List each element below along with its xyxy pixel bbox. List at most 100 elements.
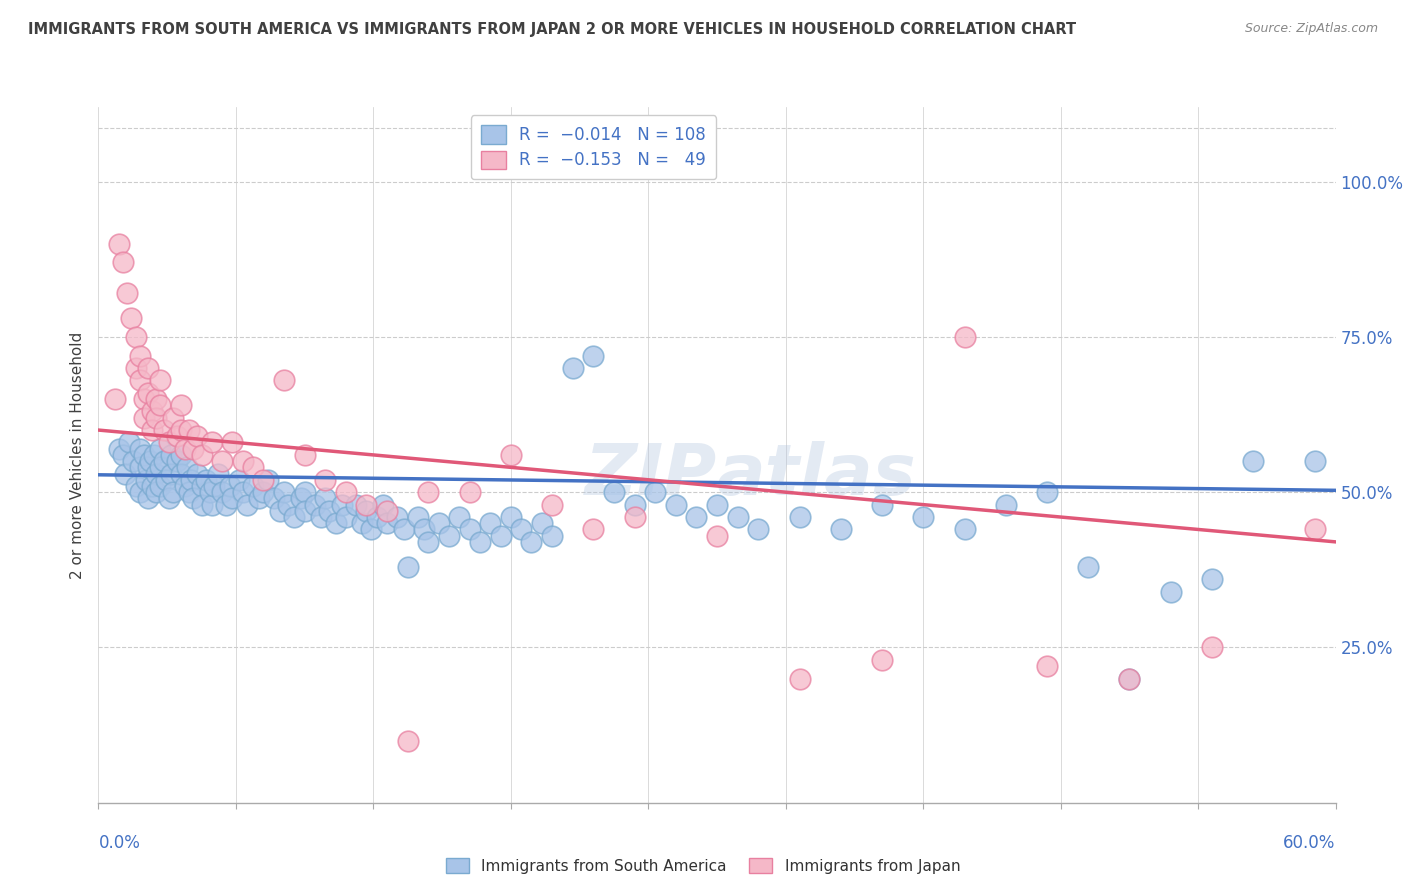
Point [124, 479, 146, 493]
Point [136, 385, 159, 400]
Point [145, 485, 167, 500]
Point [344, 498, 367, 512]
Point [360, 523, 382, 537]
Point [219, 479, 242, 493]
Point [242, 460, 264, 475]
Point [314, 491, 336, 506]
Point [145, 392, 167, 406]
Point [263, 491, 285, 506]
Point [437, 529, 460, 543]
Point [118, 435, 141, 450]
Point [179, 423, 201, 437]
Point [252, 473, 274, 487]
Text: atlas: atlas [717, 442, 917, 510]
Point [136, 361, 159, 376]
Point [186, 467, 208, 481]
Point [135, 473, 157, 487]
Point [1303, 454, 1326, 468]
Point [277, 498, 299, 512]
Point [128, 460, 150, 475]
Point [170, 423, 193, 437]
Point [181, 442, 204, 456]
Point [149, 398, 172, 412]
Point [136, 460, 159, 475]
Point [190, 479, 212, 493]
Point [159, 467, 181, 481]
Point [870, 653, 893, 667]
Point [1118, 672, 1140, 686]
Point [162, 410, 184, 425]
Point [318, 504, 340, 518]
Point [149, 373, 172, 387]
Point [396, 559, 419, 574]
Point [458, 485, 481, 500]
Point [247, 491, 270, 506]
Point [449, 510, 471, 524]
Point [273, 373, 295, 387]
Point [186, 429, 208, 443]
Point [176, 460, 198, 475]
Point [330, 498, 353, 512]
Point [159, 448, 181, 462]
Text: 60.0%: 60.0% [1284, 834, 1336, 852]
Point [953, 330, 976, 344]
Point [112, 255, 135, 269]
Point [215, 498, 238, 512]
Point [108, 442, 131, 456]
Point [304, 498, 326, 512]
Point [128, 442, 150, 456]
Point [114, 467, 136, 481]
Point [228, 473, 250, 487]
Point [132, 392, 155, 406]
Point [232, 454, 254, 468]
Point [201, 435, 224, 450]
Point [236, 498, 259, 512]
Point [120, 311, 142, 326]
Point [387, 510, 409, 524]
Point [141, 404, 163, 418]
Point [665, 498, 688, 512]
Point [128, 485, 150, 500]
Point [747, 523, 769, 537]
Point [145, 410, 167, 425]
Point [139, 454, 162, 468]
Point [356, 504, 378, 518]
Point [104, 392, 127, 406]
Point [294, 504, 316, 518]
Point [406, 510, 429, 524]
Point [352, 516, 374, 531]
Point [1036, 659, 1059, 673]
Point [1160, 584, 1182, 599]
Point [294, 485, 316, 500]
Point [1118, 672, 1140, 686]
Point [155, 473, 177, 487]
Point [170, 467, 193, 481]
Point [396, 733, 419, 747]
Point [273, 485, 295, 500]
Point [143, 448, 166, 462]
Point [356, 498, 378, 512]
Legend: Immigrants from South America, Immigrants from Japan: Immigrants from South America, Immigrant… [440, 852, 966, 880]
Point [153, 454, 176, 468]
Point [1303, 523, 1326, 537]
Point [1241, 454, 1264, 468]
Point [375, 504, 398, 518]
Point [489, 529, 512, 543]
Point [789, 510, 811, 524]
Point [413, 523, 436, 537]
Point [870, 498, 893, 512]
Point [122, 454, 145, 468]
Point [1036, 485, 1059, 500]
Point [128, 373, 150, 387]
Point [157, 491, 180, 506]
Point [174, 479, 197, 493]
Legend: R =  −0.014   N = 108, R =  −0.153   N =   49: R = −0.014 N = 108, R = −0.153 N = 49 [471, 115, 716, 179]
Point [269, 504, 291, 518]
Point [124, 330, 146, 344]
Point [290, 491, 312, 506]
Point [309, 510, 332, 524]
Point [221, 491, 243, 506]
Point [211, 454, 233, 468]
Point [912, 510, 935, 524]
Point [706, 529, 728, 543]
